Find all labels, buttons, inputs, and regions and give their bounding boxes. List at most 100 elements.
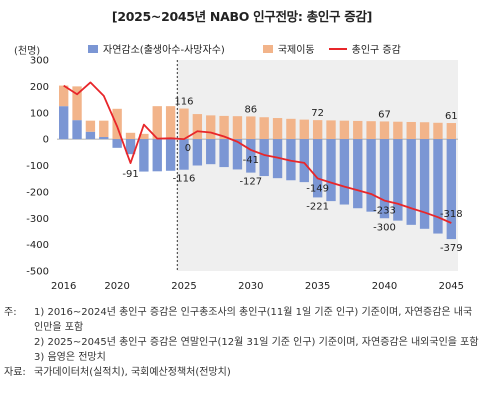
bar-migration <box>99 120 109 138</box>
bar-migration <box>312 120 323 140</box>
bar-migration <box>366 121 376 140</box>
y-tick-label: -100 <box>26 161 49 172</box>
bar-natural <box>379 139 390 219</box>
data-label-total: -41 <box>243 155 259 166</box>
y-tick-label: -200 <box>26 187 49 198</box>
bar-migration <box>72 86 82 121</box>
bar-natural <box>112 139 122 148</box>
total-line <box>63 81 452 224</box>
x-tick-label: 2040 <box>372 281 397 292</box>
data-label-total: -149 <box>306 183 329 194</box>
bar-migration <box>179 108 189 140</box>
x-tick-label: 2030 <box>238 281 263 292</box>
source: 자료: 국가데이터처(실적치), 국회예산정책처(전망치) <box>4 365 480 380</box>
legend-label-migration: 국제이동 <box>277 45 315 56</box>
bar-migration <box>85 120 96 132</box>
x-tick-label: 2016 <box>51 281 76 292</box>
bar-natural <box>139 139 149 172</box>
data-label-total: -233 <box>373 206 396 217</box>
legend-label-natural: 자연감소(출생아수-사망자수) <box>103 45 225 56</box>
x-tick-label: 2025 <box>171 281 196 292</box>
bar-natural <box>165 139 176 171</box>
data-label-migration: 61 <box>445 111 458 122</box>
bar-natural <box>326 139 336 202</box>
bar-natural <box>206 139 216 165</box>
bar-migration <box>112 108 122 140</box>
bar-natural <box>99 137 109 140</box>
bar-natural <box>312 139 323 198</box>
bar-natural <box>219 139 229 168</box>
data-label-total: 0 <box>185 143 191 154</box>
data-label-migration: 67 <box>378 109 391 120</box>
x-tick-label: 2020 <box>104 281 129 292</box>
data-label-migration: 116 <box>174 97 193 108</box>
legend-item-total: 총인구 증감 <box>328 41 401 56</box>
note-3-text: 3) 음영은 전망치 <box>34 350 480 365</box>
bar-natural <box>232 139 243 170</box>
bar-migration <box>379 121 390 140</box>
bar-natural <box>179 139 189 170</box>
legend: 자연감소(출생아수-사망자수) 국제이동 총인구 증감 <box>88 41 415 56</box>
bar-migration <box>165 106 176 140</box>
bar-natural <box>446 139 456 240</box>
data-label-migration: 86 <box>244 104 257 115</box>
bar-natural <box>339 139 350 205</box>
source-lead: 자료: <box>4 367 26 378</box>
source-text: 국가데이터처(실적치), 국회예산정책처(전망치) <box>34 367 231 378</box>
note-1-body: 2016~2024년 총인구 증감은 인구총조사의 총인구(11월 1일 기준 … <box>34 307 473 333</box>
bar-natural <box>406 139 416 225</box>
bar-natural <box>353 139 363 209</box>
x-tick-label: 2035 <box>305 281 330 292</box>
bar-natural <box>259 139 269 177</box>
x-tick-label: 2045 <box>439 281 464 292</box>
y-tick-label: 200 <box>30 82 49 93</box>
bar-migration <box>59 85 69 107</box>
bar-migration <box>219 115 229 140</box>
bar-migration <box>152 106 162 140</box>
bar-natural <box>299 139 309 183</box>
bar-migration <box>299 119 309 140</box>
legend-item-migration: 국제이동 <box>262 41 315 56</box>
bar-migration <box>286 118 296 140</box>
data-label-natural: -379 <box>440 243 463 254</box>
notes: 주: 1) 2016~2024년 총인구 증감은 인구총조사의 총인구(11월 … <box>4 305 480 380</box>
bar-migration <box>272 118 283 140</box>
bar-natural <box>419 139 430 229</box>
y-tick-label: -500 <box>26 267 49 278</box>
bar-natural <box>192 139 203 166</box>
bar-natural <box>366 139 376 212</box>
legend-swatch-natural <box>88 44 98 53</box>
bar-migration <box>393 121 403 140</box>
bar-migration <box>446 123 456 140</box>
note-1-text: 1) 2016~2024년 총인구 증감은 인구총조사의 총인구(11월 1일 … <box>34 305 480 335</box>
data-label-natural: -116 <box>173 174 196 185</box>
bar-migration <box>206 115 216 140</box>
note-1: 주: 1) 2016~2024년 총인구 증감은 인구총조사의 총인구(11월 … <box>4 305 480 335</box>
bar-natural <box>393 139 403 221</box>
y-tick-label: 0 <box>43 135 49 146</box>
bar-natural <box>125 139 136 155</box>
note-3-body: 음영은 전망치 <box>47 352 106 363</box>
legend-label-total: 총인구 증감 <box>351 45 401 56</box>
note-3-num: 3) <box>34 352 45 363</box>
bar-migration <box>406 121 416 140</box>
data-label-natural: -221 <box>306 201 329 212</box>
bar-natural <box>72 120 82 140</box>
note-2-body: 2025~2045년 총인구 증감은 연말인구(12월 31일 기준 인구) 기… <box>47 337 479 348</box>
bar-migration <box>353 120 363 140</box>
bar-natural <box>152 139 162 172</box>
legend-swatch-total <box>328 47 347 50</box>
chart-title: [2025~2045년 NABO 인구전망: 총인구 증감] <box>111 9 373 24</box>
data-label-total: -91 <box>122 169 138 180</box>
bar-migration <box>339 120 350 140</box>
notes-lead: 주: <box>4 307 17 318</box>
y-tick-label: 100 <box>30 108 49 119</box>
legend-swatch-migration <box>262 44 273 53</box>
bar-migration <box>246 116 256 140</box>
bar-natural <box>272 139 283 179</box>
y-axis-unit: (천명) <box>14 46 41 57</box>
bar-migration <box>259 117 269 140</box>
bar-migration <box>139 133 149 140</box>
y-tick-label: -300 <box>26 214 49 225</box>
